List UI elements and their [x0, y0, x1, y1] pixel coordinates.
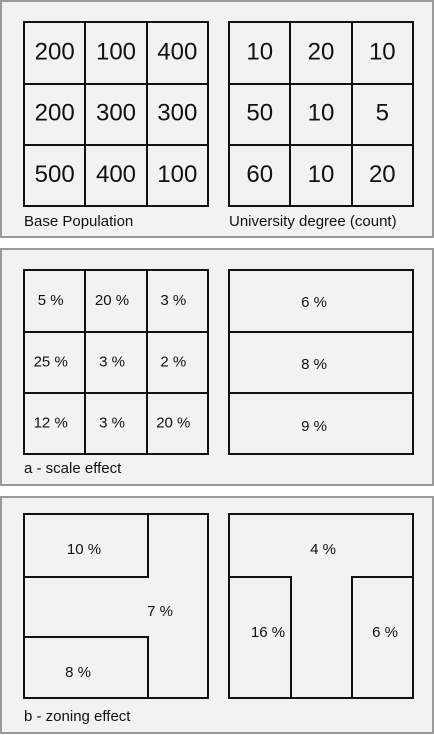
label: a - scale effect: [24, 460, 122, 477]
grid: [23, 269, 414, 455]
cell-value: 10: [308, 161, 335, 188]
cell-value: 400: [96, 161, 136, 188]
cell-value: 9 %: [301, 418, 327, 435]
panel: [0, 496, 434, 734]
cell-value: 4 %: [310, 541, 336, 558]
cell-value: 6 %: [372, 624, 398, 641]
cell-value: 10: [308, 100, 335, 127]
panel: [0, 248, 434, 486]
cell-value: 12 %: [34, 415, 68, 432]
cell-value: 8 %: [65, 664, 91, 681]
zones: [23, 513, 414, 699]
cell-value: 2 %: [160, 353, 186, 370]
cell-value: 200: [35, 100, 75, 127]
cell-value: 3 %: [99, 353, 125, 370]
cell-value: 3 %: [99, 415, 125, 432]
cell-value: 60: [246, 161, 273, 188]
cell-value: 7 %: [147, 603, 173, 620]
cell-value: 25 %: [34, 353, 68, 370]
cell-value: 10: [246, 38, 273, 65]
label: University degree (count): [229, 213, 397, 230]
label: Base Population: [24, 213, 133, 230]
cell-value: 20: [369, 161, 396, 188]
cell-value: 300: [96, 100, 136, 127]
cell-value: 10: [369, 38, 396, 65]
cell-value: 10 %: [67, 541, 101, 558]
cell-value: 500: [35, 161, 75, 188]
cell-value: 20 %: [156, 415, 190, 432]
label: b - zoning effect: [24, 708, 131, 725]
cell-value: 50: [246, 100, 273, 127]
cell-value: 400: [157, 38, 197, 65]
cell-value: 3 %: [160, 292, 186, 309]
cell-value: 5: [376, 100, 389, 127]
cell-value: 16 %: [251, 624, 285, 641]
cell-value: 8 %: [301, 356, 327, 373]
panel: [0, 0, 434, 238]
cell-value: 20: [308, 38, 335, 65]
cell-value: 5 %: [38, 292, 64, 309]
cell-value: 100: [96, 38, 136, 65]
grid: [23, 21, 414, 207]
cell-value: 300: [157, 100, 197, 127]
cell-value: 6 %: [301, 294, 327, 311]
cell-value: 100: [157, 161, 197, 188]
cell-value: 20 %: [95, 292, 129, 309]
cell-value: 200: [35, 38, 75, 65]
